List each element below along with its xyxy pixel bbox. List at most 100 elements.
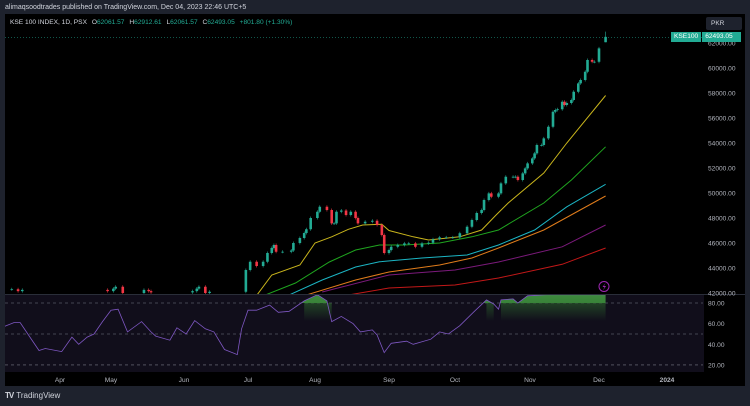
- candle: [274, 243, 278, 254]
- candle: [396, 243, 400, 249]
- price-axis-tick: 58000.00: [708, 91, 736, 98]
- candle-body: [542, 138, 546, 145]
- symbol-name[interactable]: KSE 100 INDEX, 1D, PSX: [10, 19, 87, 26]
- candle: [547, 125, 550, 140]
- candle-body: [407, 243, 411, 245]
- brand-name[interactable]: TradingView: [16, 391, 61, 400]
- candle: [597, 46, 601, 64]
- rsi-overbought-fade: [500, 303, 606, 321]
- candle-body: [309, 218, 312, 230]
- candle: [191, 289, 194, 294]
- candle: [281, 250, 284, 254]
- candle-body: [335, 211, 338, 224]
- candle: [292, 241, 295, 252]
- moving-average-line-3: [290, 183, 606, 294]
- footer: TV TradingView: [5, 391, 60, 400]
- open-label: O: [91, 19, 97, 26]
- candle-body: [318, 206, 322, 212]
- candle-body: [604, 36, 607, 43]
- rsi-line-group: [5, 295, 606, 356]
- candle: [407, 241, 411, 245]
- candle-body: [458, 233, 462, 238]
- change-value: +801.80 (+1.30%): [239, 19, 293, 26]
- candle-body: [560, 101, 564, 110]
- candle: [521, 171, 525, 182]
- candle-body: [504, 176, 508, 184]
- candle: [586, 58, 589, 74]
- candle: [309, 216, 312, 231]
- candle: [560, 100, 564, 111]
- high-value: 62912.61: [134, 19, 162, 26]
- price-axis-tick: 54000.00: [708, 141, 736, 148]
- candle-body: [149, 291, 153, 293]
- time-axis-tick: Aug: [309, 377, 321, 384]
- candle: [330, 208, 334, 225]
- candle-body: [565, 103, 569, 105]
- tradingview-logo-icon[interactable]: TV: [5, 391, 14, 400]
- candle: [482, 198, 486, 212]
- candle-body: [274, 245, 278, 252]
- candle: [533, 151, 536, 160]
- candle: [318, 205, 322, 214]
- candle-body: [414, 243, 417, 247]
- candle-body: [302, 233, 306, 238]
- candle: [535, 143, 539, 155]
- candle: [570, 98, 573, 105]
- candle-body: [270, 248, 274, 253]
- candle: [511, 175, 515, 179]
- candle-body: [475, 213, 479, 220]
- candle: [593, 60, 596, 64]
- candle-body: [389, 246, 393, 250]
- candle: [403, 241, 406, 247]
- candle: [266, 251, 269, 264]
- candle-body: [487, 193, 491, 200]
- rsi-line: [5, 295, 606, 356]
- moving-average-line-5: [322, 224, 606, 293]
- price-tag-ticker: KSE100: [671, 32, 702, 42]
- candle: [389, 245, 393, 252]
- candle-body: [330, 210, 334, 224]
- candle: [444, 235, 448, 239]
- candle: [370, 219, 374, 224]
- time-axis-tick: May: [105, 377, 118, 384]
- candle-body: [572, 91, 575, 100]
- candle-body: [191, 291, 194, 293]
- candle-body: [535, 145, 539, 154]
- candle-body: [204, 286, 207, 293]
- candle-body: [339, 210, 343, 212]
- candle: [577, 81, 580, 94]
- candle-body: [420, 243, 424, 247]
- candle-body: [20, 289, 24, 292]
- candle-body: [375, 220, 379, 225]
- candle: [208, 290, 211, 294]
- candle-body: [583, 71, 587, 80]
- candle: [195, 287, 199, 293]
- candle: [470, 218, 474, 229]
- candle-body: [597, 48, 601, 62]
- candle: [289, 249, 293, 254]
- candle: [20, 288, 24, 293]
- time-axis-tick: 2024: [660, 377, 675, 384]
- candle-body: [281, 251, 284, 253]
- candle-body: [511, 176, 515, 178]
- candle: [489, 191, 493, 199]
- candle-body: [563, 101, 566, 105]
- candle-body: [540, 145, 543, 146]
- candle-body: [208, 291, 211, 293]
- candle-body: [523, 168, 527, 174]
- candle-body: [142, 289, 146, 293]
- candle-body: [438, 237, 441, 240]
- candle-body: [396, 245, 400, 247]
- close-value: 62493.05: [207, 19, 235, 26]
- rsi-overbought-area: [5, 295, 606, 303]
- currency-button[interactable]: PKR: [706, 17, 742, 30]
- candle-body: [316, 211, 319, 218]
- candle-body: [289, 250, 293, 252]
- candle-body: [427, 242, 430, 244]
- price-tag: KSE100 62493.05: [671, 32, 742, 42]
- lightning-icon[interactable]: [598, 281, 610, 292]
- candle: [375, 219, 379, 227]
- candle-body: [147, 289, 150, 292]
- candle: [204, 285, 207, 294]
